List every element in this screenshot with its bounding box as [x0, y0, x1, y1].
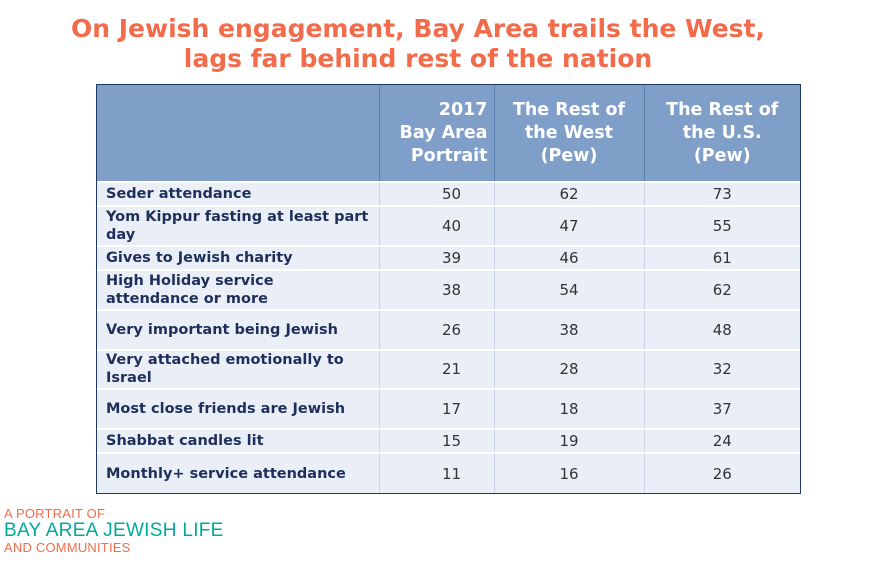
table-row: Very important being Jewish 26 38 48 [97, 309, 800, 351]
header-us-line-2: the U.S. [682, 122, 762, 143]
engagement-table: 2017 Bay Area Portrait The Rest of the W… [96, 84, 801, 494]
value-rest-of-us: 73 [644, 182, 800, 208]
value-rest-of-us: 26 [712, 464, 732, 483]
table-row: Very attached emotionally to Israel 21 28 3… [97, 349, 800, 391]
header-west-line-3: (Pew) [540, 145, 598, 166]
row-label: Seder attendance [97, 182, 380, 208]
value-rest-of-us: 55 [644, 206, 800, 247]
header-bay-area: 2017 Bay Area Portrait [379, 85, 495, 183]
header-bay-area-line-3: Portrait [410, 145, 488, 166]
value-rest-of-west: 19 [494, 429, 645, 455]
chart-title: On Jewish engagement, Bay Area trails th… [0, 14, 836, 74]
title-line-2: lags far behind rest of the nation [183, 44, 653, 73]
value-rest-of-west: 38 [494, 309, 645, 351]
value-bay-area: 11 [379, 453, 495, 493]
table-row: Yom Kippur fasting at least part day 40 47… [97, 206, 800, 247]
value-rest-of-west: 16 [494, 453, 645, 493]
header-west-line-2: the West [524, 122, 614, 143]
row-label: Very attached emotionally to Israel [97, 349, 380, 391]
logo-line-2: BAY AREA JEWISH LIFE [4, 520, 224, 541]
value-rest-of-us: 61 [644, 245, 800, 271]
logo-line-3: AND COMMUNITIES [4, 540, 131, 555]
table-row: Shabbat candles lit 15 19 24 [97, 429, 800, 455]
value-bay-area: 40 [379, 206, 495, 247]
table-row: Gives to Jewish charity 39 46 61 [97, 245, 800, 271]
value-bay-area: 39 [379, 245, 495, 271]
header-bay-area-line-1: 2017 [438, 99, 488, 120]
table-body: Seder attendance 50 62 73 Yom Kippur fasting… [97, 182, 800, 493]
header-corner [97, 85, 380, 183]
table-row: Seder attendance 50 62 73 [97, 182, 800, 208]
header-rest-of-us: The Rest of the U.S. (Pew) [644, 85, 800, 183]
logo-line-1: A PORTRAIT OF [4, 506, 106, 521]
row-label: Shabbat candles lit [97, 429, 380, 455]
value-bay-area: 15 [379, 429, 495, 455]
row-label: High Holiday service attendance or more [97, 269, 380, 311]
portrait-logo: A PORTRAIT OF BAY AREA JEWISH LIFE AND C… [4, 507, 224, 555]
value-rest-of-west: 28 [494, 349, 645, 391]
value-bay-area: 21 [379, 349, 495, 391]
header-west-line-1: The Rest of [512, 99, 626, 120]
value-rest-of-west: 47 [494, 206, 645, 247]
value-bay-area: 17 [379, 389, 495, 431]
value-rest-of-us: 24 [644, 429, 800, 455]
value-rest-of-us: 62 [644, 269, 800, 311]
header-bay-area-line-2: Bay Area [399, 122, 488, 143]
value-bay-area: 50 [379, 182, 495, 208]
value-rest-of-us: 37 [644, 389, 800, 431]
header-us-line-3: (Pew) [693, 145, 751, 166]
row-label: Very important being Jewish [97, 309, 380, 351]
row-label: Gives to Jewish charity [97, 245, 380, 271]
table-row: High Holiday service attendance or more 3… [97, 269, 800, 311]
data-table: 2017 Bay Area Portrait The Rest of the W… [97, 85, 800, 493]
value-bay-area: 26 [379, 309, 495, 351]
value-rest-of-us: 32 [644, 349, 800, 391]
table-header: 2017 Bay Area Portrait The Rest of the W… [97, 85, 800, 183]
table-row: Most close friends are Jewish 17 18 37 [97, 389, 800, 431]
row-label: Monthly+ service attendance [97, 453, 380, 493]
value-rest-of-west: 46 [494, 245, 645, 271]
header-us-line-1: The Rest of [666, 99, 779, 120]
header-row: 2017 Bay Area Portrait The Rest of the W… [97, 85, 800, 183]
header-rest-of-west: The Rest of the West (Pew) [494, 85, 645, 183]
value-rest-of-us: 48 [644, 309, 800, 351]
value-rest-of-west: 18 [494, 389, 645, 431]
value-rest-of-west: 62 [494, 182, 645, 208]
row-label: Yom Kippur fasting at least part day [97, 206, 380, 247]
value-rest-of-west: 54 [494, 269, 645, 311]
table-row: Monthly+ service attendance 11 16 26 [97, 453, 800, 493]
row-label: Most close friends are Jewish [97, 389, 380, 431]
value-bay-area: 38 [379, 269, 495, 311]
title-line-1: On Jewish engagement, Bay Area trails th… [71, 14, 765, 43]
